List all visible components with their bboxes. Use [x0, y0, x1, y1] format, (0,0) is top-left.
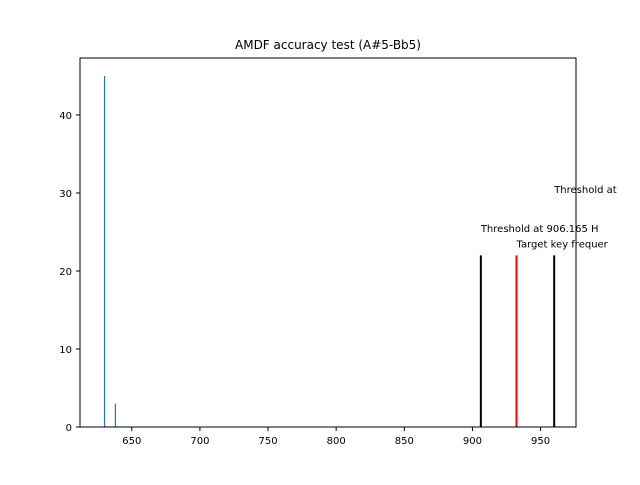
plot-frame — [79, 57, 577, 428]
x-tick-label-6: 950 — [531, 436, 550, 447]
x-tick-label-4: 850 — [395, 436, 414, 447]
x-tick-label-2: 750 — [258, 436, 277, 447]
axes-layer: 650 700 750 800 850 900 950 0 10 20 30 40 — [59, 57, 577, 447]
y-tick-label-1: 10 — [59, 345, 72, 356]
y-tick-label-0: 0 — [66, 423, 72, 434]
x-tick-label-1: 700 — [190, 436, 209, 447]
x-tick-label-0: 650 — [122, 436, 141, 447]
chart-title: AMDF accuracy test (A#5-Bb5) — [235, 38, 421, 52]
bars-layer — [103, 75, 117, 427]
reference-lines-layer — [479, 255, 556, 427]
bar-0-1 — [114, 403, 117, 427]
annotation-2: Threshold at — [553, 185, 617, 196]
annotation-0: Threshold at 906.165 H — [480, 224, 599, 235]
y-tick-label-3: 30 — [59, 189, 72, 200]
annotations-layer: Threshold at 906.165 H Target key frequer… — [480, 185, 617, 251]
bar-0-0 — [103, 75, 106, 427]
y-tick-label-2: 20 — [59, 267, 72, 278]
y-tick-label-4: 40 — [59, 111, 72, 122]
x-tick-label-5: 900 — [463, 436, 482, 447]
x-tick-label-3: 800 — [327, 436, 346, 447]
annotation-1: Target key frequer — [515, 240, 608, 251]
